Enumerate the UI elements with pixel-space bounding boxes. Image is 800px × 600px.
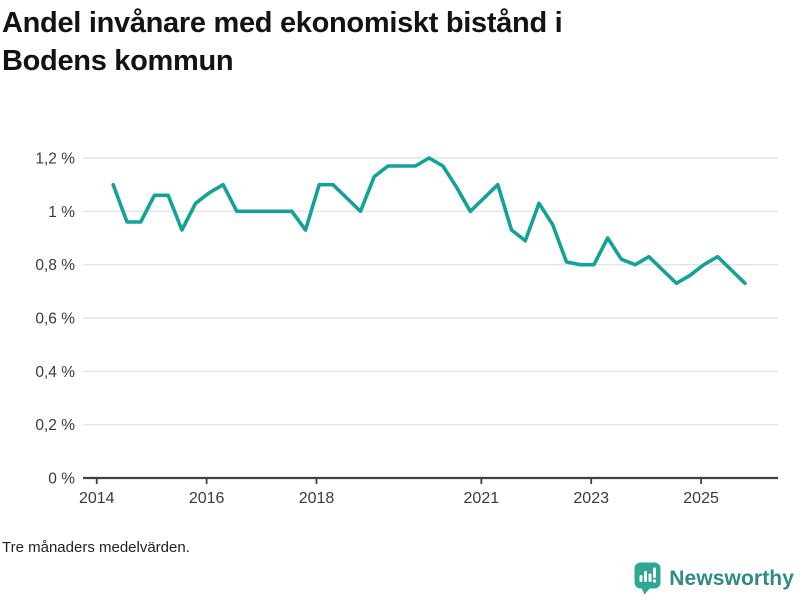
bar-chart-speech-bubble-icon [634, 562, 661, 595]
y-axis-label: 0,8 % [35, 257, 75, 274]
x-axis-label: 2021 [464, 490, 500, 507]
newsworthy-logo: Newsworthy [634, 562, 794, 596]
y-axis-label: 1 % [48, 204, 75, 221]
data-line [111, 156, 747, 286]
chart-title-line2: Bodens kommun [2, 45, 234, 77]
y-axis-label: 0 % [48, 471, 75, 488]
x-axis-label: 2018 [299, 490, 335, 507]
x-axis-label: 2025 [683, 490, 719, 507]
x-axis-label: 2014 [79, 490, 115, 507]
chart-title: Andel invånare med ekonomiskt bistånd i … [2, 4, 563, 80]
newsworthy-wordmark: Newsworthy [669, 567, 794, 590]
footnote: Tre månaders medelvärden. [2, 539, 190, 556]
x-axis-label: 2016 [189, 490, 225, 507]
y-axis-label: 0,6 % [35, 311, 75, 328]
y-axis-label: 1,2 % [35, 151, 75, 168]
y-axis-label: 0,4 % [35, 364, 75, 381]
chart-title-line1: Andel invånare med ekonomiskt bistånd i [2, 7, 563, 39]
y-axis-label: 0,2 % [35, 417, 75, 434]
x-axis-label: 2023 [573, 490, 609, 507]
